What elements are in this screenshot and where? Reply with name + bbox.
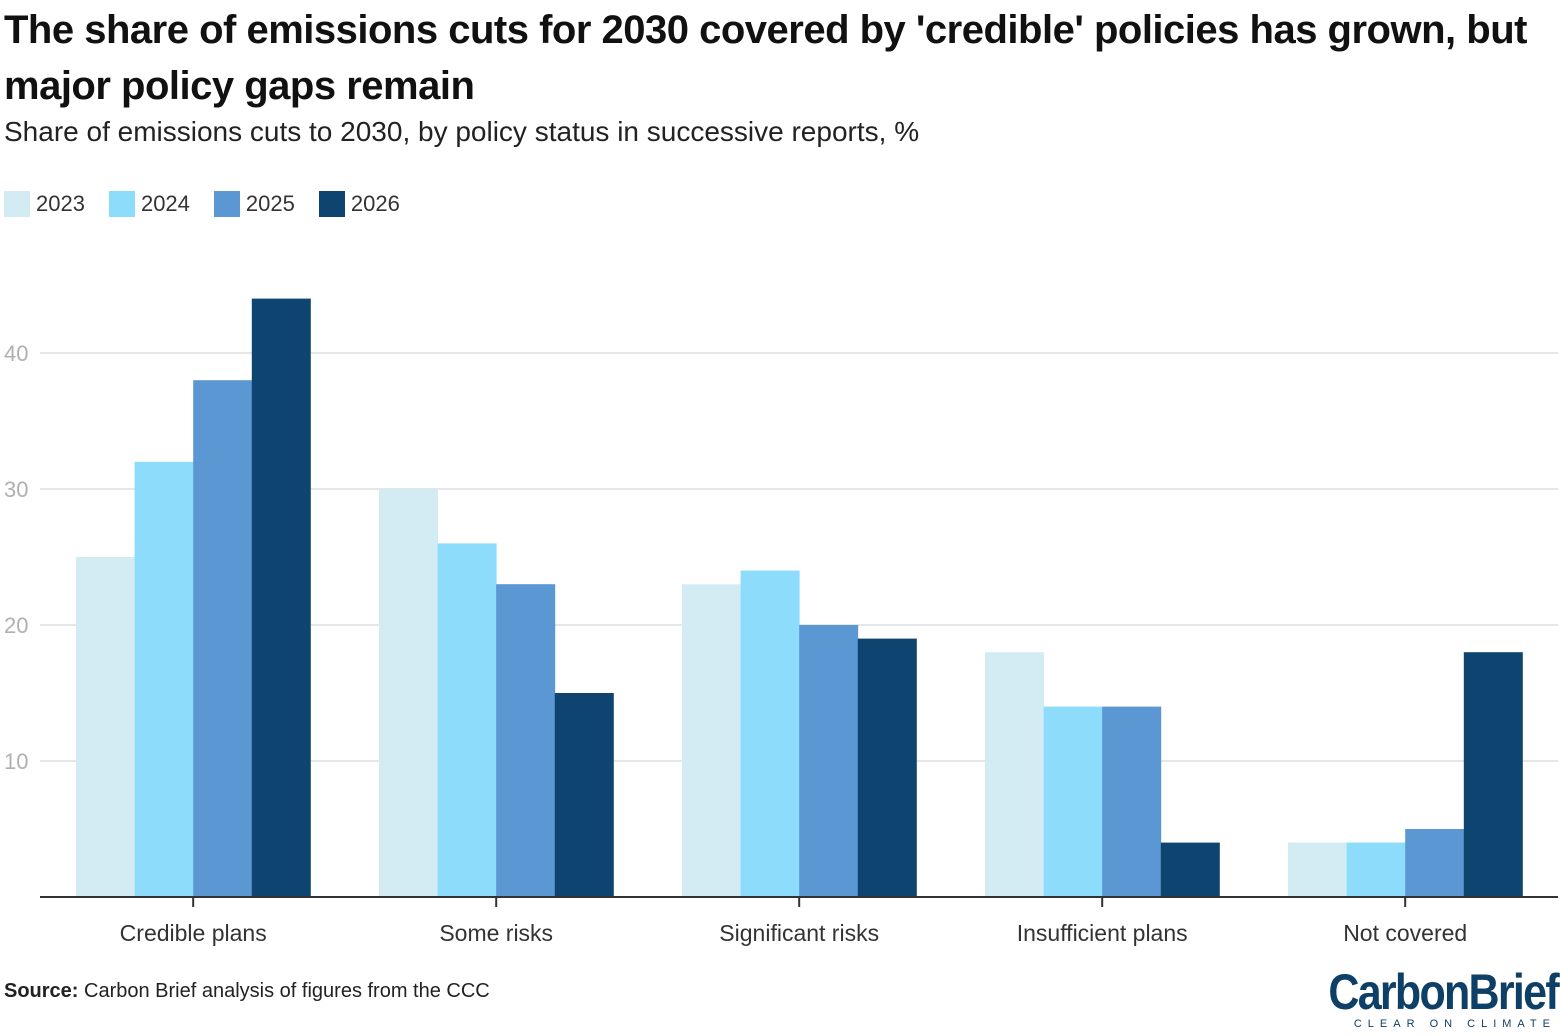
chart-subtitle: Share of emissions cuts to 2030, by poli… bbox=[4, 116, 920, 147]
bar-2025 bbox=[1102, 706, 1162, 897]
legend-label: 2026 bbox=[350, 191, 400, 216]
chart-title: The share of emissions cuts for 2030 cov… bbox=[4, 8, 1527, 108]
bar-chart: 10 20 30 40 Credible plans Some risks Signific… bbox=[4, 298, 1558, 946]
y-tick-label: 30 bbox=[4, 477, 28, 502]
y-tick-label: 20 bbox=[4, 613, 28, 638]
bar-2024 bbox=[1043, 706, 1103, 897]
bar-2023 bbox=[1288, 842, 1347, 897]
bar-2025 bbox=[799, 625, 859, 897]
legend-swatch bbox=[108, 191, 135, 217]
legend-item-2024: 2024 bbox=[108, 191, 190, 217]
legend-swatch bbox=[213, 191, 240, 217]
bar-2024 bbox=[1346, 842, 1406, 897]
bar-2026 bbox=[1463, 652, 1523, 897]
y-tick-label: 40 bbox=[4, 341, 28, 366]
bar-2025 bbox=[496, 584, 556, 897]
legend-label: 2025 bbox=[245, 191, 295, 216]
legend-label: 2024 bbox=[140, 191, 190, 216]
bar-2026 bbox=[857, 638, 917, 897]
legend-item-2025: 2025 bbox=[213, 191, 295, 217]
source-text: Carbon Brief analysis of figures from th… bbox=[84, 980, 490, 1002]
x-tick-label: Insufficient plans bbox=[1017, 920, 1188, 946]
x-tick-label: Significant risks bbox=[719, 920, 879, 946]
bar-2025 bbox=[1405, 829, 1465, 897]
x-tick-label: Credible plans bbox=[120, 920, 267, 946]
legend-label: 2023 bbox=[36, 191, 85, 216]
legend-swatch bbox=[4, 191, 30, 217]
bar-2023 bbox=[379, 489, 438, 897]
x-tick-label: Some risks bbox=[439, 920, 553, 946]
bar-2026 bbox=[554, 693, 614, 897]
bar-2023 bbox=[76, 557, 135, 897]
legend-item-2023: 2023 bbox=[4, 191, 85, 217]
source-note: Source: Carbon Brief analysis of figures… bbox=[4, 980, 490, 1003]
x-tick-label: Not covered bbox=[1343, 920, 1467, 946]
bar-2023 bbox=[682, 584, 741, 897]
bar-2024 bbox=[740, 570, 800, 897]
bar-2026 bbox=[251, 298, 311, 898]
source-label: Source: bbox=[4, 980, 79, 1002]
bar-2026 bbox=[1160, 842, 1220, 897]
legend: 2023 2024 2025 2026 bbox=[4, 186, 424, 222]
logo-tagline: CLEAR ON CLIMATE bbox=[1353, 1018, 1556, 1030]
bar-2024 bbox=[134, 461, 194, 897]
bar-2025 bbox=[193, 380, 253, 897]
legend-item-2026: 2026 bbox=[318, 191, 400, 217]
carbon-brief-logo: CarbonBrief CLEAR ON CLIMATE bbox=[1328, 964, 1559, 1030]
bar-2023 bbox=[985, 652, 1044, 897]
legend-swatch bbox=[318, 191, 345, 217]
bar-2024 bbox=[437, 543, 497, 897]
y-tick-label: 10 bbox=[4, 749, 28, 774]
logo-wordmark: CarbonBrief bbox=[1328, 964, 1559, 1020]
